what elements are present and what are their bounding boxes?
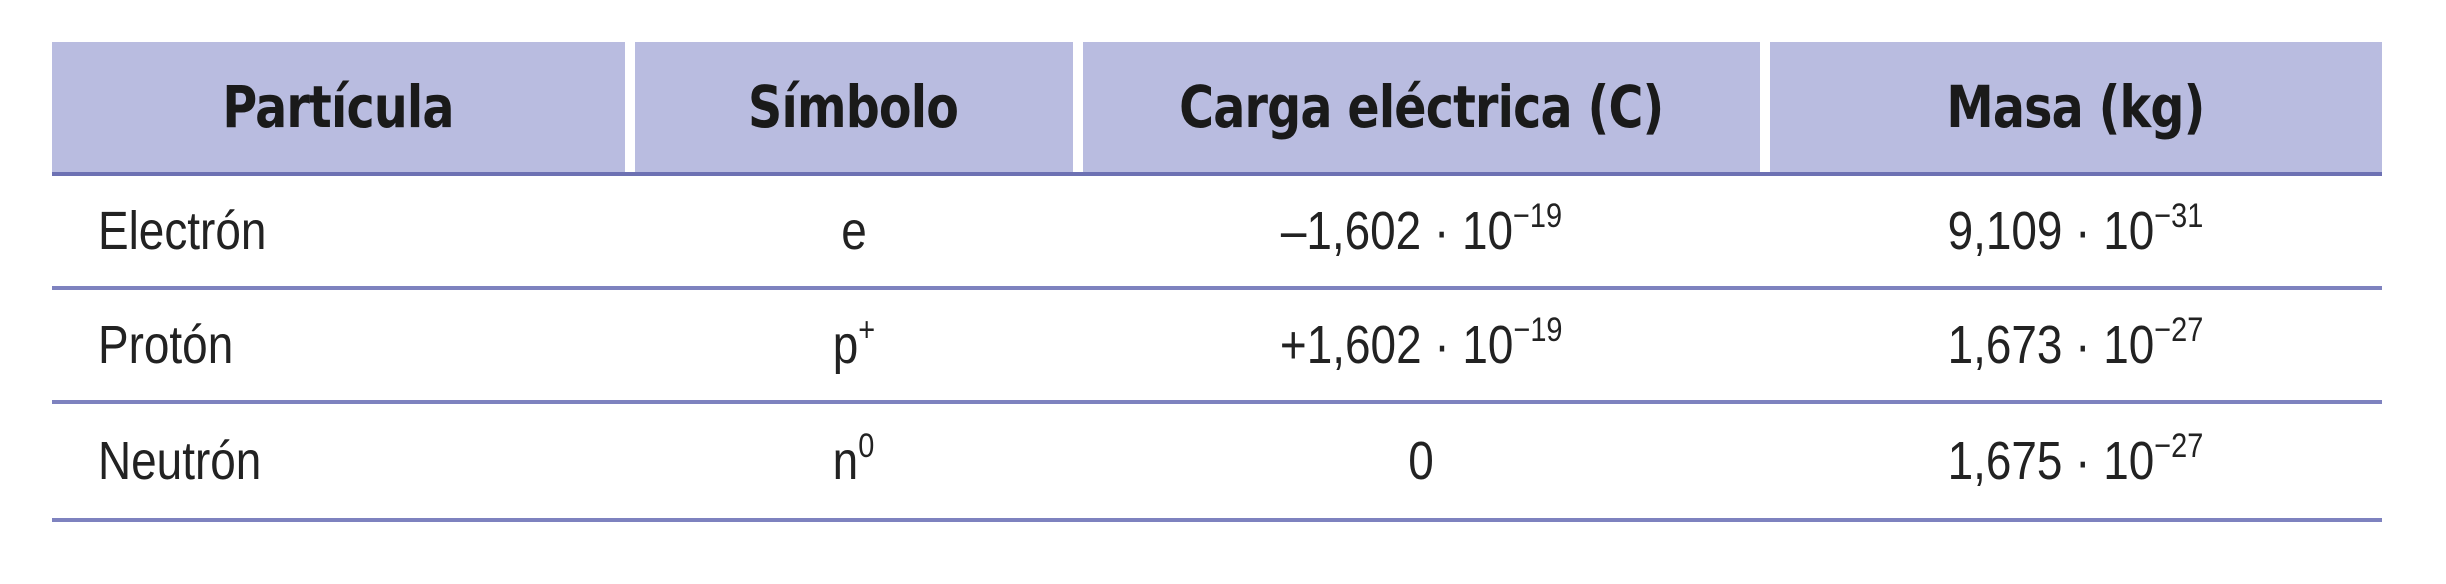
- particle-mass: 1,673 · 10−27: [1947, 311, 2204, 375]
- particle-mass: 1,675 · 10−27: [1947, 427, 2204, 491]
- particle-symbol: e: [840, 201, 867, 261]
- header-mass: Masa (kg): [1769, 42, 2383, 172]
- particle-symbol: p+: [832, 311, 875, 375]
- particle-symbol: n0: [832, 427, 875, 491]
- header-symbol: Símbolo: [634, 42, 1073, 172]
- table-row: Neutrón n0 0 1,675 · 10−27: [52, 404, 2382, 522]
- particle-name: Neutrón: [98, 431, 262, 491]
- particle-mass: 9,109 · 10−31: [1947, 197, 2204, 261]
- table-row: Protón p+ +1,602 · 10−19 1,673 · 10−27: [52, 290, 2382, 404]
- table-header: Partícula Símbolo Carga eléctrica (C) Ma…: [52, 42, 2383, 172]
- particle-charge: –1,602 · 10−19: [1280, 197, 1562, 261]
- particles-table: Partícula Símbolo Carga eléctrica (C) Ma…: [52, 42, 2383, 522]
- particle-charge: 0: [1408, 431, 1434, 491]
- particle-name: Electrón: [98, 201, 267, 261]
- header-charge: Carga eléctrica (C): [1082, 42, 1760, 172]
- header-rule: [52, 172, 2382, 176]
- table-row: Electrón e –1,602 · 10−19 9,109 · 10−31: [52, 176, 2382, 290]
- particle-charge: +1,602 · 10−19: [1279, 311, 1563, 375]
- particle-name: Protón: [98, 315, 234, 375]
- header-particle: Partícula: [52, 42, 625, 172]
